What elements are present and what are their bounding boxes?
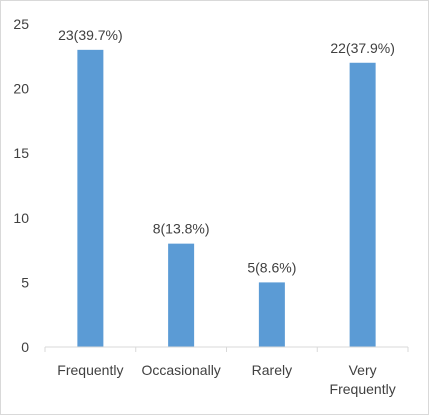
data-label: 23(39.7%): [58, 27, 123, 43]
y-tick-label: 25: [13, 16, 29, 32]
bar: [168, 243, 195, 347]
data-label: 8(13.8%): [153, 221, 210, 237]
y-tick-label: 10: [13, 210, 29, 226]
bar: [77, 49, 104, 348]
data-label: 22(37.9%): [330, 40, 395, 56]
bar: [349, 62, 376, 347]
category-label: Frequently: [330, 381, 396, 397]
y-tick-label: 0: [21, 339, 29, 355]
category-label: Very: [349, 362, 377, 378]
data-label: 5(8.6%): [247, 259, 296, 275]
bar: [258, 282, 285, 347]
category-label: Frequently: [57, 362, 123, 378]
y-tick-label: 20: [13, 81, 29, 97]
y-tick-label: 15: [13, 145, 29, 161]
x-axis-tick-marks: [44, 347, 409, 352]
bars: [77, 49, 376, 348]
data-labels: 23(39.7%) 8(13.8%) 5(8.6%) 22(37.9%): [58, 27, 395, 276]
category-label: Rarely: [252, 362, 292, 378]
y-tick-label: 5: [21, 274, 29, 290]
y-axis-tick-labels: 0 5 10 15 20 25: [13, 16, 29, 355]
category-label: Occasionally: [141, 362, 220, 378]
category-labels: Frequently Occasionally Rarely Very Frequent…: [57, 362, 395, 397]
